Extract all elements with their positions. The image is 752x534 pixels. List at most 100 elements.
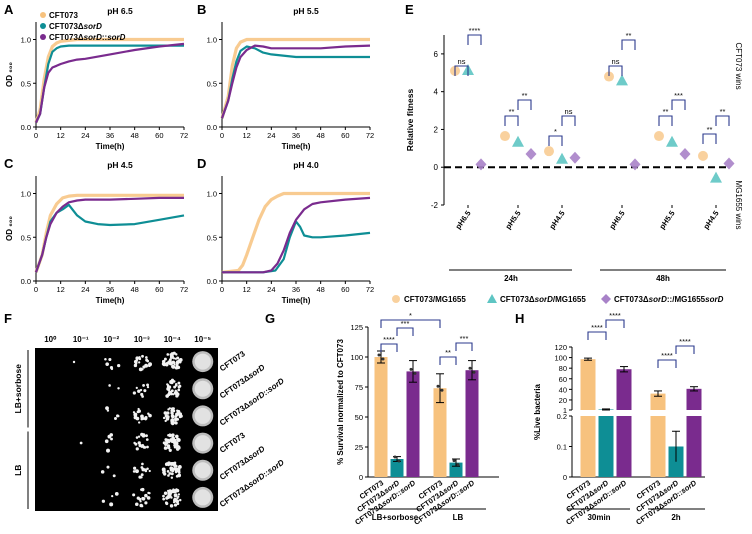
panel-f-colony bbox=[170, 412, 174, 416]
panel-h-sig-bracket bbox=[587, 331, 607, 340]
panel-f-colony bbox=[179, 498, 182, 502]
panel-g-data-point bbox=[436, 384, 440, 388]
panel-f-colony bbox=[170, 352, 174, 356]
panel-f-colony bbox=[172, 357, 176, 360]
panel-g-group-label-1: LB bbox=[453, 513, 464, 522]
panel-g-data-point bbox=[393, 455, 397, 459]
panel-f-spot-lawn-core bbox=[194, 435, 211, 452]
panel-e-y-tick-label: -2 bbox=[431, 201, 439, 210]
panel-e-sig-bracket bbox=[658, 115, 673, 126]
panel-c-series-1 bbox=[34, 203, 185, 273]
panel-f-colony bbox=[146, 467, 149, 471]
panel-f-colony bbox=[109, 433, 114, 437]
panel-f-colony bbox=[147, 412, 150, 415]
panel-f-dilution-label: 10⁰ bbox=[44, 335, 57, 344]
panel-f-colony bbox=[175, 394, 179, 398]
legend-abcd-marker-1 bbox=[40, 23, 46, 29]
panel-f-colony bbox=[117, 387, 120, 390]
panel-a-series-1 bbox=[35, 44, 184, 124]
panel-e-sig-label: ns bbox=[458, 57, 466, 66]
panel-c-x-tick-label: 48 bbox=[130, 285, 138, 294]
panel-e-sig-label: * bbox=[554, 127, 557, 136]
panel-f-colony bbox=[169, 504, 174, 508]
panel-f-colony bbox=[168, 358, 172, 362]
panel-f-strain-label-0: CFT073 bbox=[218, 349, 247, 373]
panel-f-colony bbox=[170, 472, 174, 476]
panel-f-spot-lawn-core bbox=[194, 489, 211, 506]
panel-e-sig-label: ns bbox=[612, 57, 620, 66]
panel-f-colony bbox=[176, 356, 180, 360]
panel-g-sig-label: *** bbox=[460, 334, 469, 343]
panel-f-colony bbox=[142, 365, 146, 369]
panel-d-title: pH 4.0 bbox=[293, 160, 319, 170]
panel-f-dilution-label: 10⁻⁵ bbox=[194, 335, 211, 344]
panel-f-colony bbox=[143, 389, 147, 393]
panel-h-bar-low-3 bbox=[650, 416, 666, 477]
panel-f-colony bbox=[173, 361, 176, 365]
panel-e-sig-bracket bbox=[454, 65, 469, 76]
panel-f-colony bbox=[106, 465, 110, 469]
panel-f-dilution-label: 10⁻¹ bbox=[73, 335, 89, 344]
panel-f-colony bbox=[133, 412, 138, 417]
panel-g-data-point bbox=[468, 366, 472, 370]
panel-f-strain-label-3: CFT073 bbox=[218, 430, 247, 454]
panel-e-sig-bracket bbox=[548, 135, 563, 146]
panel-f-colony bbox=[137, 389, 141, 393]
panel-f-colony bbox=[174, 384, 178, 387]
panel-c-x-tick-label: 72 bbox=[180, 285, 188, 294]
panel-b-title: pH 5.5 bbox=[293, 6, 319, 16]
panel-g-data-point bbox=[409, 367, 413, 371]
panel-a-y-tick-label: 1.0 bbox=[21, 36, 31, 45]
panel-e-ylabel: Relative fitness bbox=[405, 89, 415, 152]
panel-e-y-tick-label: 0 bbox=[434, 163, 439, 172]
panel-f-colony bbox=[167, 408, 170, 411]
panel-f-colony bbox=[163, 357, 167, 361]
panel-e-y-tick-label: 4 bbox=[434, 88, 439, 97]
panel-f-colony bbox=[137, 409, 141, 413]
panel-f-colony bbox=[138, 421, 141, 424]
panel-f-colony bbox=[166, 411, 170, 415]
panel-g-sig-bracket bbox=[439, 356, 457, 365]
panel-a-series-2 bbox=[35, 42, 185, 124]
panel-b-x-tick-label: 48 bbox=[316, 131, 324, 140]
panel-f-colony bbox=[175, 467, 180, 472]
panel-f-colony bbox=[177, 359, 182, 363]
panel-f-colony bbox=[105, 362, 109, 366]
panel-f-colony bbox=[137, 435, 141, 438]
panel-a-xlabel: Time(h) bbox=[96, 142, 125, 151]
panel-e-point-cft bbox=[500, 131, 510, 142]
panel-f-colony bbox=[141, 354, 144, 358]
panel-f-colony bbox=[140, 392, 144, 397]
panel-f-colony bbox=[175, 361, 179, 365]
panel-g-bar-2 bbox=[406, 371, 420, 477]
panel-d-x-tick-label: 48 bbox=[316, 285, 324, 294]
panel-e-y-tick-label: 6 bbox=[434, 50, 439, 59]
panel-f-colony bbox=[140, 466, 144, 469]
panel-f-colony bbox=[105, 406, 109, 411]
panel-b-y-tick-label: 0.0 bbox=[207, 123, 217, 132]
panel-f-dilution-label: 10⁻² bbox=[103, 335, 119, 344]
panel-e-point-sord bbox=[710, 171, 722, 183]
panel-f-colony bbox=[167, 474, 170, 477]
panel-c-ylabel: OD ₆₀₀ bbox=[5, 216, 14, 241]
panel-h-y-tick-label: 1 bbox=[563, 406, 567, 415]
panel-e-point-comp bbox=[475, 158, 487, 171]
panel-e-point-comp bbox=[525, 148, 537, 160]
panel-f-colony bbox=[133, 415, 138, 420]
panel-letter-h: H bbox=[515, 311, 524, 326]
panel-f-colony bbox=[162, 468, 165, 471]
panel-f-colony bbox=[144, 501, 148, 505]
panel-h-bar-high-3 bbox=[650, 393, 666, 410]
panel-c-x-tick-label: 0 bbox=[34, 285, 38, 294]
panel-b-x-tick-label: 12 bbox=[242, 131, 250, 140]
panel-e-sig-bracket bbox=[504, 115, 519, 126]
panel-g-bar-0 bbox=[374, 357, 388, 477]
panel-f-colony bbox=[135, 502, 139, 507]
panel-f-colony bbox=[162, 470, 166, 475]
panel-h-bar-low-5 bbox=[686, 416, 702, 477]
panel-g-data-point bbox=[440, 388, 444, 392]
panel-f-colony bbox=[169, 391, 173, 395]
panel-f-colony bbox=[172, 409, 176, 413]
panel-f-colony bbox=[135, 436, 139, 439]
panel-f-colony bbox=[138, 357, 142, 361]
